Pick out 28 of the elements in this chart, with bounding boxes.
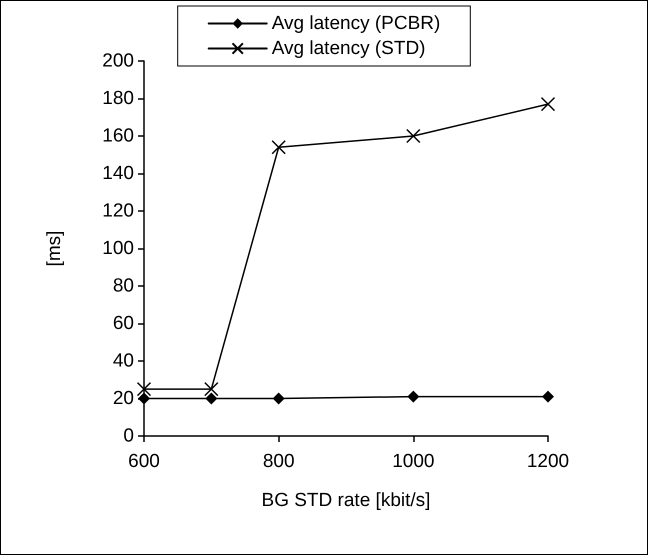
y-tick-label: 0 xyxy=(123,426,134,446)
y-tick-label: 160 xyxy=(102,126,134,146)
point xyxy=(542,390,554,403)
point xyxy=(204,382,219,396)
x-tick-label: 800 xyxy=(262,451,295,472)
point xyxy=(136,382,152,396)
point xyxy=(407,390,420,403)
y-tick-label: 120 xyxy=(102,200,134,222)
y-tick-label: 80 xyxy=(112,276,134,296)
point xyxy=(271,140,286,154)
point xyxy=(272,392,285,404)
legend-label: Avg latency (STD) xyxy=(272,38,426,59)
y-axis-title: [ms] xyxy=(44,230,65,266)
y-tick-label: 200 xyxy=(102,50,134,72)
x-tick-label: 1200 xyxy=(526,451,570,472)
y-tick-label: 180 xyxy=(102,88,134,109)
point xyxy=(540,96,556,112)
legend-label: Avg latency (PCBR) xyxy=(272,13,440,34)
y-tick-label: 40 xyxy=(112,350,134,372)
x-tick-label: 1000 xyxy=(392,451,434,472)
x-tick-label: 600 xyxy=(128,451,160,472)
point xyxy=(205,392,218,404)
point xyxy=(406,128,421,144)
y-tick-label: 20 xyxy=(112,388,134,409)
y-tick-label: 100 xyxy=(102,238,134,259)
x-axis-title: BG STD rate [kbit/s] xyxy=(262,490,430,511)
y-tick-label: 140 xyxy=(102,163,134,184)
y-tick-label: 60 xyxy=(112,313,134,334)
